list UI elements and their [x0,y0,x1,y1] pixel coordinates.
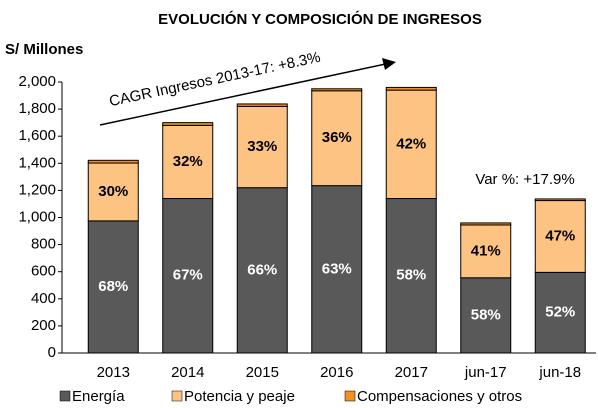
bar-segment [87,159,139,164]
bar-segment [311,88,363,92]
y-tick-label: 1,800 [18,100,56,117]
var-annotation: Var %: +17.9% [475,171,574,188]
x-tick-label: 2017 [395,364,428,381]
data-label: 32% [173,153,203,170]
y-tick-label: 1,200 [18,181,56,198]
x-tick-label: 2013 [97,364,130,381]
data-label: 41% [471,242,501,259]
data-label: 30% [98,183,128,200]
bar-segment [534,271,586,354]
x-tick-label: 2016 [320,364,353,381]
legend-swatch [344,390,356,402]
bar-segment [87,220,139,354]
data-label: 36% [322,129,352,146]
data-label: 58% [471,306,501,323]
bar-segment [534,200,586,273]
data-label: 67% [173,267,203,284]
data-label: 66% [247,261,277,278]
bar-segment [236,105,288,189]
bar-segment [162,198,214,354]
bar-segment [236,103,288,107]
y-tick-label: 600 [31,263,56,280]
data-label: 63% [322,260,352,277]
y-tick-label: 200 [31,317,56,334]
data-label: 42% [396,135,426,152]
bar-segment [162,124,214,200]
cagr-arrowhead [382,58,396,70]
y-tick-label: 0 [48,344,56,361]
y-tick-label: 1,600 [18,127,56,144]
cagr-arrow [99,62,391,126]
legend-label: Potencia y peaje [184,388,295,405]
bar-segment [87,162,139,222]
y-tick-label: 1,000 [18,208,56,225]
bar-segment [311,90,363,187]
x-tick-label: 2015 [246,364,279,381]
legend-label: Compensaciones y otros [357,388,522,405]
data-label: 58% [396,267,426,284]
y-tick-label: 400 [31,290,56,307]
bar-segment [385,86,437,91]
y-tick-label: 2,000 [18,73,56,90]
x-tick-label: 2014 [171,364,204,381]
bar-segment [534,198,586,202]
bar-segment [460,224,512,279]
bar-segment [460,222,512,226]
y-axis-label: S/ Millones [5,41,83,58]
bar-segment [162,122,214,126]
legend-swatch [171,390,183,402]
y-tick-label: 800 [31,236,56,253]
y-tick-label: 1,400 [18,154,56,171]
data-label: 47% [545,227,575,244]
legend-swatch [59,390,71,402]
bar-segment [236,187,288,354]
legend-label: Energía [72,388,125,405]
bar-segment [385,89,437,200]
data-label: 52% [545,304,575,321]
data-label: 68% [98,278,128,295]
chart-title: EVOLUCIÓN Y COMPOSICIÓN DE INGRESOS [158,10,482,28]
bar-segment [385,198,437,354]
x-tick-label: jun-17 [464,364,507,381]
x-tick-label: jun-18 [538,364,581,381]
data-label: 33% [247,138,277,155]
